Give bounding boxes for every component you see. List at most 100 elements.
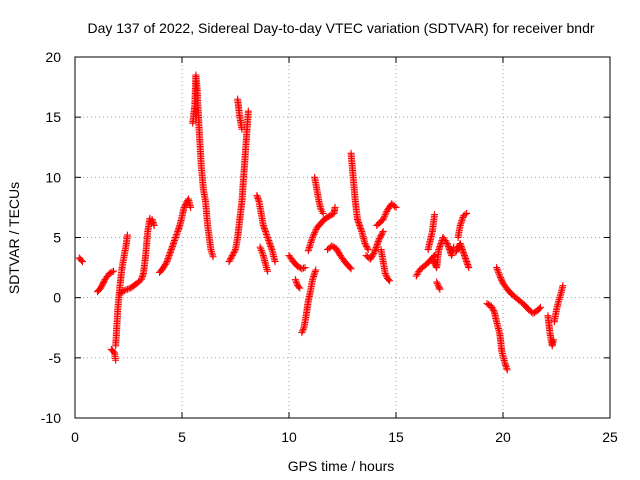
data-point — [230, 249, 238, 257]
data-point — [331, 203, 339, 211]
data-point — [366, 255, 374, 263]
y-axis-title: SDTVAR / TECUs — [6, 182, 22, 294]
data-point — [378, 229, 386, 237]
data-point — [382, 271, 390, 279]
data-point — [442, 238, 450, 246]
data-point — [159, 265, 167, 273]
x-tick-label: 25 — [602, 429, 618, 445]
data-point — [123, 285, 131, 293]
data-point — [150, 221, 158, 229]
data-point — [381, 270, 389, 278]
data-point — [231, 247, 239, 255]
data-point — [120, 286, 128, 294]
data-point — [368, 252, 376, 260]
data-point — [379, 215, 387, 223]
data-point — [379, 227, 387, 235]
tick-labels: 0 5 10 15 20 25 -10 -5 0 5 10 15 20 — [41, 49, 618, 445]
data-point — [503, 366, 511, 374]
data-point — [433, 278, 441, 286]
data-point — [382, 209, 390, 217]
data-point — [238, 125, 246, 133]
data-point — [498, 278, 506, 286]
data-point — [295, 283, 303, 291]
data-point — [162, 259, 170, 267]
data-point — [386, 277, 394, 285]
data-point — [461, 211, 469, 219]
data-point — [335, 249, 343, 257]
data-point — [257, 246, 265, 254]
data-point — [347, 265, 355, 273]
data-point — [264, 267, 272, 275]
x-tick-label: 5 — [178, 429, 186, 445]
data-point — [298, 265, 306, 273]
data-point — [497, 275, 505, 283]
data-point — [496, 273, 504, 281]
data-point — [363, 243, 371, 251]
data-point — [310, 230, 318, 238]
data-point — [227, 255, 235, 263]
data-point — [226, 256, 234, 264]
data-point — [125, 285, 133, 293]
grid-layer — [75, 57, 610, 418]
data-point — [122, 286, 130, 294]
data-point — [309, 234, 317, 241]
data-point — [110, 348, 118, 356]
y-tick-label: 0 — [53, 290, 61, 306]
data-point — [244, 107, 252, 115]
data-point — [362, 241, 370, 249]
data-point — [296, 284, 304, 292]
data-point — [391, 202, 399, 210]
data-point — [414, 269, 422, 277]
data-point — [494, 267, 502, 275]
data-point — [412, 272, 420, 280]
data-point — [495, 269, 503, 277]
data-point — [333, 246, 341, 254]
data-point — [383, 207, 391, 215]
data-point — [187, 203, 195, 211]
data-point — [311, 229, 319, 237]
data-point — [311, 227, 319, 235]
data-point — [259, 250, 267, 258]
data-point — [161, 260, 169, 268]
data-point — [436, 285, 444, 293]
data-point — [160, 262, 168, 270]
data-point — [490, 307, 498, 315]
data-point — [488, 304, 496, 312]
data-point — [361, 240, 369, 248]
data-point — [258, 248, 266, 256]
data-point — [413, 271, 421, 279]
data-point — [228, 252, 236, 260]
data-point — [299, 327, 307, 335]
y-tick-label: -5 — [49, 350, 62, 366]
data-point — [385, 276, 393, 284]
data-point — [110, 267, 118, 275]
data-point — [299, 264, 307, 272]
data-points — [75, 71, 567, 374]
data-point — [495, 270, 503, 278]
data-point — [77, 256, 85, 264]
data-point — [392, 203, 400, 211]
data-point — [549, 336, 557, 344]
data-point — [370, 249, 378, 257]
x-tick-label: 15 — [388, 429, 404, 445]
data-point — [487, 302, 495, 310]
data-point — [489, 305, 497, 313]
y-tick-label: 10 — [45, 169, 61, 185]
x-tick-label: 10 — [281, 429, 297, 445]
data-point — [496, 272, 504, 280]
data-point — [312, 266, 320, 274]
data-point — [433, 280, 441, 288]
data-point — [299, 325, 307, 333]
data-point — [229, 250, 237, 258]
x-tick-label: 20 — [495, 429, 511, 445]
y-tick-label: -10 — [41, 410, 61, 426]
data-point — [227, 253, 235, 261]
data-point — [363, 244, 371, 252]
data-point — [298, 329, 306, 337]
data-point — [256, 243, 264, 251]
data-point — [493, 264, 501, 272]
data-point — [301, 264, 309, 272]
data-point — [535, 304, 543, 312]
data-point — [493, 265, 501, 273]
